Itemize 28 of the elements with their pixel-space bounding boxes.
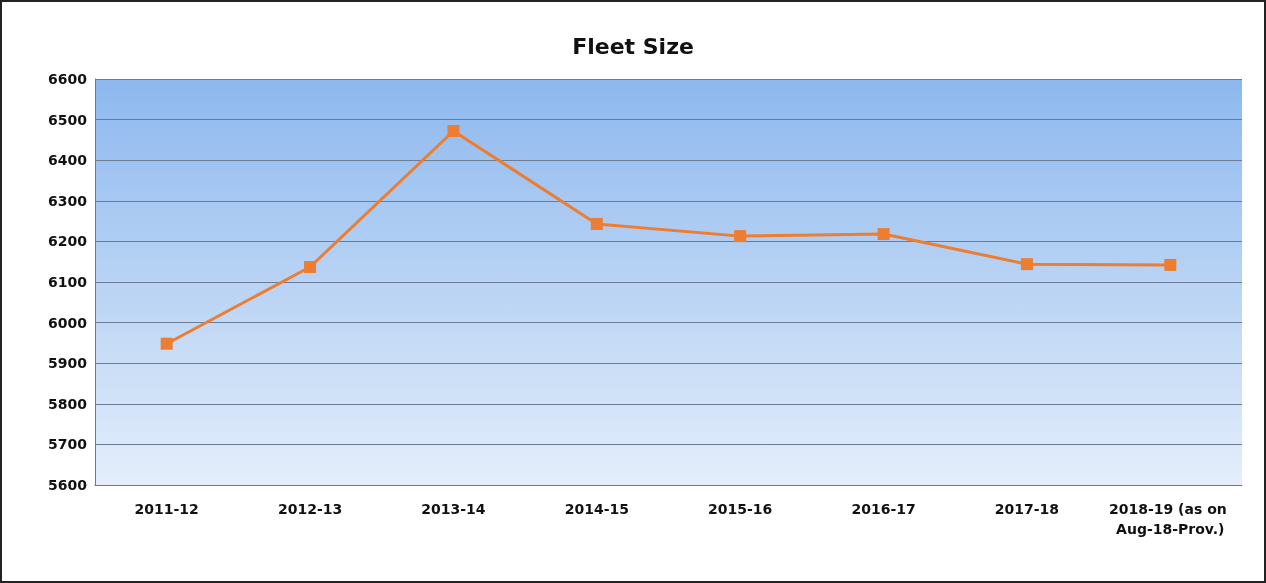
y-tick-label: 5800 [48, 395, 88, 412]
y-tick-label: 6400 [48, 152, 88, 169]
y-tick-label: 6200 [48, 233, 88, 250]
x-tick-label: 2014-15 [564, 501, 629, 517]
point [734, 230, 747, 243]
x-tick-label: 2011-12 [134, 501, 199, 517]
y-tick-label: 6300 [48, 192, 88, 209]
point [1164, 258, 1177, 271]
x-tick-label: 2015-16 [708, 501, 773, 517]
point [590, 217, 603, 230]
x-tick-label: 2013-14 [421, 501, 486, 517]
y-tick-label: 5600 [48, 477, 88, 493]
y-tick-label: 6100 [48, 274, 88, 290]
x-tick-label: 2012-13 [277, 501, 343, 517]
y-tick-label: 6500 [48, 111, 88, 128]
point [1020, 258, 1033, 271]
y-tick-label: 6000 [48, 314, 88, 331]
x-tick-label: 2018-19 (as on Aug-18-Prov.) [1108, 501, 1232, 537]
x-tick-label: 2016-17 [851, 501, 916, 517]
point [304, 260, 317, 273]
point [877, 228, 890, 241]
point [447, 124, 460, 137]
point [160, 337, 173, 350]
y-tick-label: 5900 [48, 355, 88, 372]
chart-title: Fleet Size [572, 33, 694, 59]
y-tick-label: 6600 [48, 71, 88, 87]
x-tick-label: 2017-18 [994, 501, 1060, 517]
y-tick-label: 5700 [48, 436, 88, 453]
